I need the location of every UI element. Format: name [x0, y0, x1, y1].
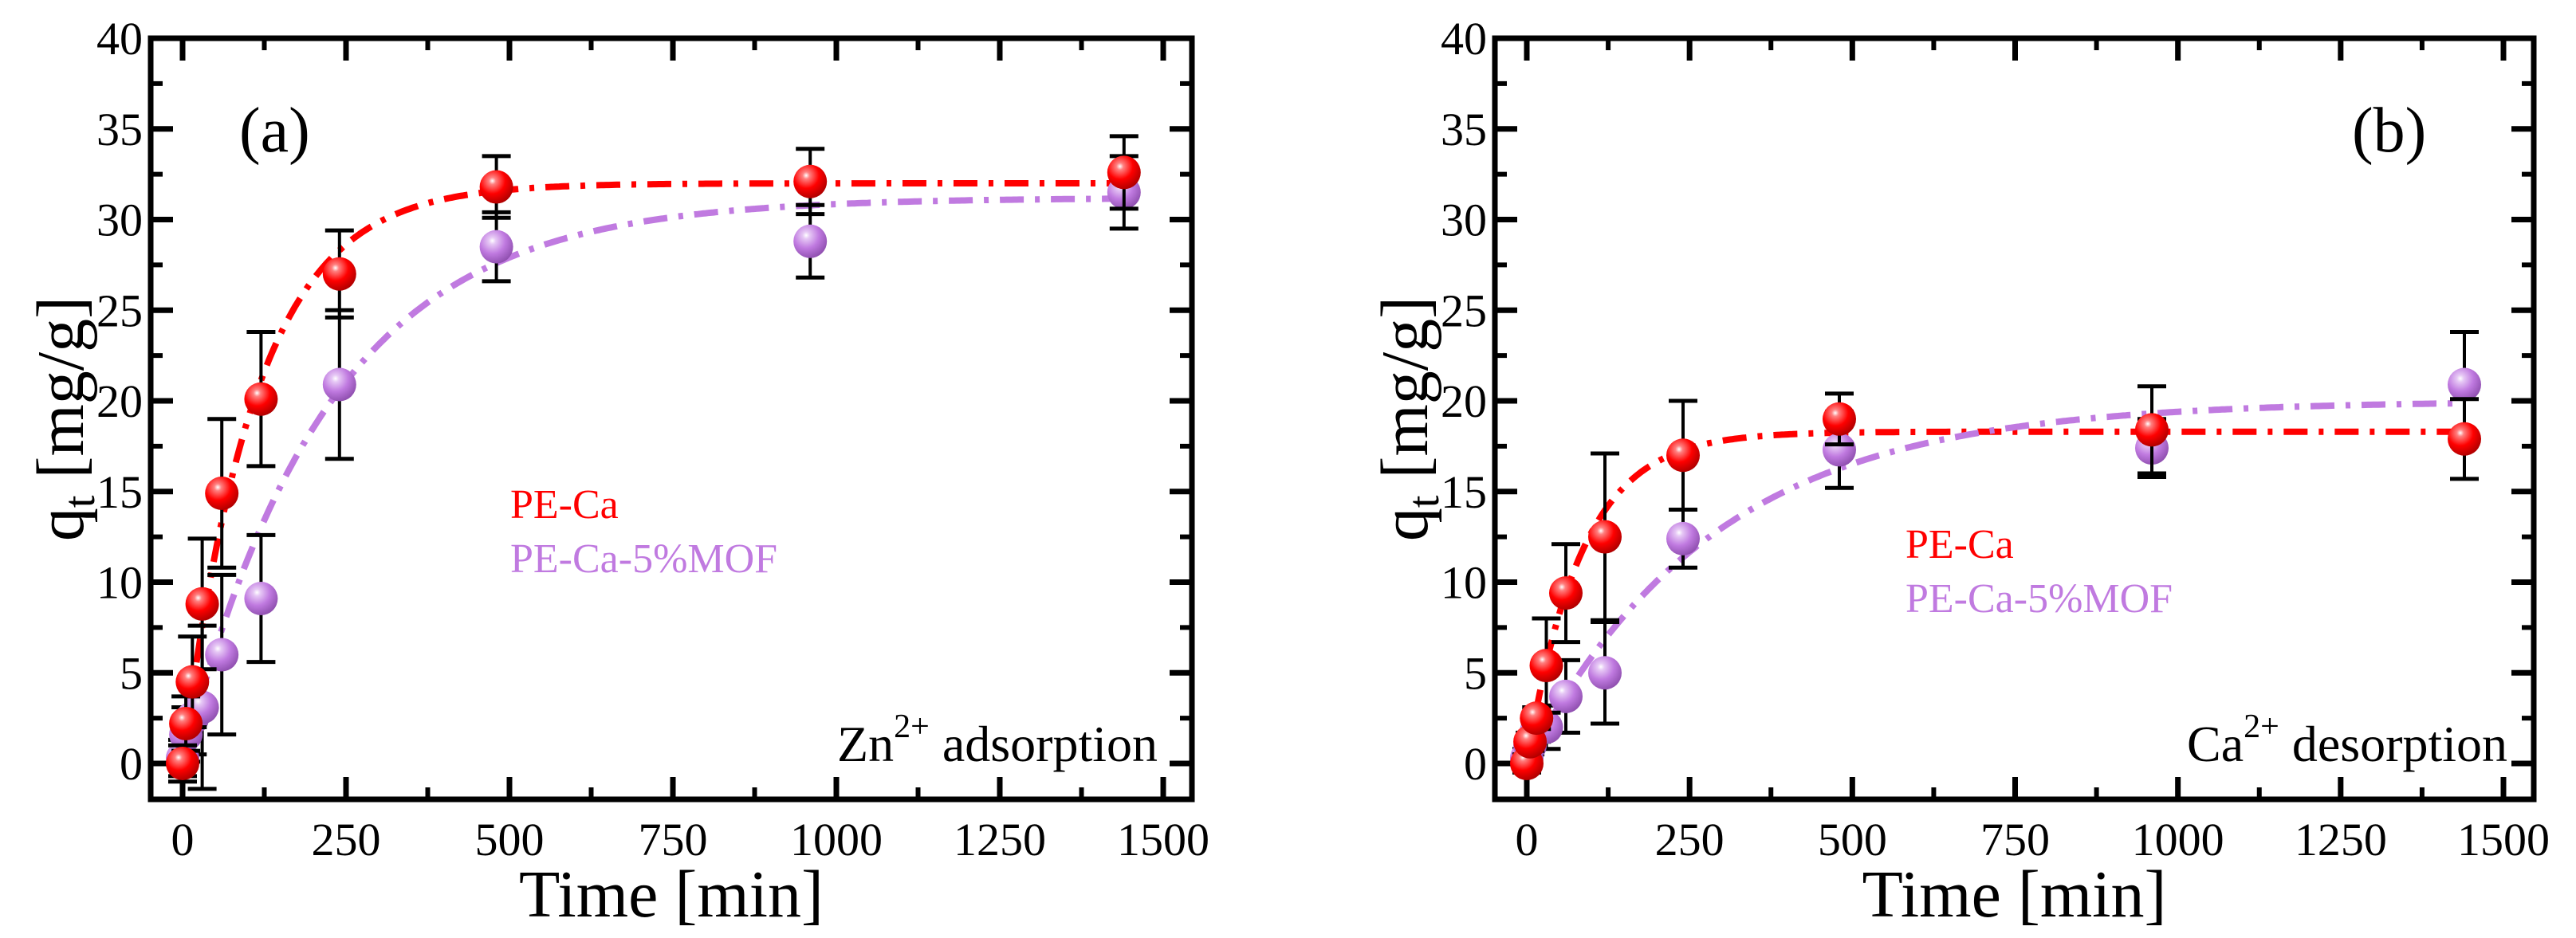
legend-entry-pe-ca-mof: PE-Ca-5%MOF: [1905, 576, 2173, 622]
data-point-pe-ca: [1529, 649, 1563, 683]
x-tick-label: 1250: [954, 814, 1046, 865]
annotation-rest: adsorption: [930, 716, 1158, 772]
y-tick-label: 5: [1464, 647, 1487, 699]
y-label-rest: [mg/g]: [1368, 296, 1442, 496]
data-point-pe-ca-mof: [2448, 367, 2481, 402]
x-tick-label: 1000: [2132, 814, 2224, 865]
annotation-base: Zn: [837, 716, 894, 772]
data-point-pe-ca: [2448, 422, 2481, 456]
data-point-pe-ca: [244, 382, 278, 416]
data-point-pe-ca: [793, 164, 828, 198]
data-point-pe-ca-mof: [1823, 433, 1856, 467]
data-point-pe-ca: [1588, 520, 1622, 554]
data-point-pe-ca: [479, 170, 513, 204]
x-tick-label: 750: [1980, 814, 2050, 865]
data-point-pe-ca-mof: [1588, 656, 1622, 690]
y-tick-label: 0: [120, 738, 143, 790]
y-tick-label: 20: [96, 375, 143, 427]
x-tick-label: 1500: [1117, 814, 1209, 865]
y-label-sub: t: [55, 495, 104, 508]
y-label-base: q: [24, 508, 98, 541]
y-axis-label: qt [mg/g]: [24, 296, 104, 541]
data-point-pe-ca: [1549, 576, 1583, 610]
x-axis-label: Time [min]: [1862, 858, 2167, 932]
x-tick-label: 250: [1655, 814, 1725, 865]
data-point-pe-ca-mof: [322, 367, 356, 402]
y-tick-label: 10: [1441, 557, 1487, 609]
data-point-pe-ca: [1520, 701, 1554, 736]
y-label-sub: t: [1399, 495, 1449, 508]
data-point-pe-ca-mof: [1666, 521, 1700, 555]
annotation: Ca2+ desorption: [2187, 708, 2507, 772]
data-point-pe-ca-mof: [793, 224, 828, 258]
panel-label: (a): [239, 96, 310, 166]
x-tick-label: 1000: [790, 814, 883, 865]
panel-b: 0 250 500 750 1000 1250 1500 0 5 10 15 20 25 30 35 40 Ti…: [1368, 13, 2550, 932]
y-tick-label: 40: [96, 13, 143, 65]
y-tick-label: 35: [96, 104, 143, 155]
y-tick-label: 0: [1464, 738, 1487, 790]
panel-a: 0 250 500 750 1000 1250 1500 0 5 10 15 20 25 30 35 40 Ti…: [24, 13, 1209, 932]
data-point-pe-ca-mof: [1549, 679, 1583, 713]
x-tick-label: 0: [1516, 814, 1539, 865]
y-tick-label: 5: [120, 647, 143, 699]
y-tick-label: 40: [1441, 13, 1487, 65]
data-point-pe-ca: [1823, 402, 1856, 436]
annotation-sup: 2+: [894, 708, 930, 745]
data-point-pe-ca-mof: [205, 638, 239, 672]
data-point-pe-ca: [1107, 155, 1141, 190]
x-tick-label: 1500: [2457, 814, 2550, 865]
x-tick-label: 250: [312, 814, 381, 865]
y-tick-label: 20: [1441, 375, 1487, 427]
y-tick-label: 35: [1441, 104, 1487, 155]
y-tick-label: 10: [96, 557, 143, 609]
data-point-pe-ca: [185, 587, 219, 621]
fit-curve-pe-ca-mof: [179, 195, 1124, 765]
y-tick-label: 30: [96, 194, 143, 246]
x-tick-label: 1250: [2295, 814, 2387, 865]
legend-entry-pe-ca-mof: PE-Ca-5%MOF: [510, 536, 777, 582]
data-point-pe-ca: [1666, 438, 1700, 473]
x-tick-label: 500: [475, 814, 545, 865]
x-tick-label: 500: [1818, 814, 1887, 865]
legend-entry-pe-ca: PE-Ca: [1905, 522, 2014, 567]
data-point-pe-ca: [322, 257, 356, 291]
data-point-pe-ca: [169, 706, 203, 740]
plot-frame: [1492, 35, 2537, 803]
data-point-pe-ca: [2135, 413, 2169, 447]
data-point-pe-ca-mof: [244, 581, 278, 615]
annotation-base: Ca: [2187, 716, 2244, 772]
legend-entry-pe-ca: PE-Ca: [510, 482, 619, 528]
plot-frame: [147, 35, 1195, 803]
y-tick-label: 30: [1441, 194, 1487, 246]
y-tick-label: 15: [96, 466, 143, 518]
x-tick-label: 750: [639, 814, 708, 865]
y-tick-label: 15: [1441, 466, 1487, 518]
annotation-rest: desorption: [2279, 716, 2507, 772]
data-point-pe-ca: [166, 747, 199, 780]
annotation-sup: 2+: [2244, 708, 2279, 745]
y-axis-label: qt [mg/g]: [1368, 296, 1449, 541]
x-tick-label: 0: [171, 814, 195, 865]
data-point-pe-ca-mof: [479, 230, 513, 264]
y-label-rest: [mg/g]: [24, 296, 98, 496]
x-axis-label: Time [min]: [519, 858, 824, 932]
data-point-pe-ca: [175, 665, 210, 699]
data-point-pe-ca: [205, 477, 239, 511]
y-label-base: q: [1368, 508, 1442, 541]
panel-label: (b): [2352, 96, 2426, 166]
y-tick-label: 25: [1441, 285, 1487, 336]
y-tick-label: 25: [96, 285, 143, 336]
annotation: Zn2+ adsorption: [837, 708, 1158, 772]
